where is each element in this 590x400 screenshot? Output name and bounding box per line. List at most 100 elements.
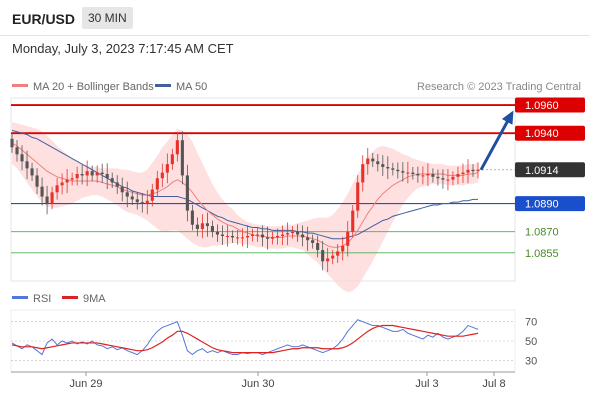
candle-body xyxy=(436,176,440,179)
candle-body xyxy=(431,174,435,177)
candle-body xyxy=(90,171,94,176)
candle xyxy=(316,235,320,258)
candle xyxy=(391,162,395,176)
candle-body xyxy=(15,147,19,155)
current-price-label: 1.0914 xyxy=(525,165,559,177)
candle-body xyxy=(70,178,74,180)
candle xyxy=(10,133,14,153)
candle-body xyxy=(115,182,119,187)
candle xyxy=(205,212,209,237)
level-badge-1.0890 xyxy=(515,196,585,212)
candle-body xyxy=(291,231,295,234)
candle-body xyxy=(311,240,315,243)
rsi-ma-line xyxy=(11,324,479,354)
candle xyxy=(135,192,139,210)
candle-body xyxy=(341,245,345,252)
ma20-legend-swatch xyxy=(12,84,28,87)
candle-body xyxy=(155,178,159,190)
candle-body xyxy=(170,154,174,165)
timeframe-button[interactable]: 30 MIN xyxy=(82,7,133,29)
candle xyxy=(55,177,59,200)
candle-body xyxy=(245,235,250,238)
candle-body xyxy=(125,192,129,197)
candle xyxy=(230,230,235,243)
chart-header: EUR/USD 30 MIN xyxy=(0,0,590,38)
candle-body xyxy=(351,210,355,232)
candle xyxy=(296,224,300,242)
level-label-1.0940: 1.0940 xyxy=(525,128,559,140)
candle xyxy=(50,186,54,210)
candle-body xyxy=(35,175,39,187)
candle-body xyxy=(65,179,69,183)
candle-body xyxy=(135,199,139,203)
candle-body xyxy=(205,223,209,227)
rsi-tick-50: 50 xyxy=(525,336,537,348)
candle xyxy=(331,250,335,265)
candle xyxy=(180,131,184,185)
chart-datetime: Monday, July 3, 2023 7:17:45 AM CET xyxy=(12,41,234,56)
candle-body xyxy=(55,185,59,193)
candle xyxy=(45,185,49,215)
candle xyxy=(376,154,380,172)
candle-body xyxy=(296,231,300,235)
candle-body xyxy=(180,140,184,176)
candle xyxy=(441,169,445,189)
candle xyxy=(291,226,295,239)
level-badge-1.0960 xyxy=(515,97,585,113)
candle-body xyxy=(476,169,480,172)
candle xyxy=(255,227,260,242)
candle xyxy=(401,162,405,182)
candle xyxy=(120,177,124,202)
candle-body xyxy=(165,164,169,173)
candle xyxy=(70,172,74,186)
candle xyxy=(195,217,199,237)
candle-body xyxy=(461,172,465,175)
candle xyxy=(15,139,19,162)
candle-body xyxy=(30,168,34,176)
candle xyxy=(245,225,250,249)
candle-body xyxy=(95,172,99,176)
candle xyxy=(35,168,39,195)
candle xyxy=(466,159,470,184)
candle xyxy=(265,226,270,250)
candle-body xyxy=(185,175,189,211)
candle-body xyxy=(371,158,375,162)
candle-body xyxy=(195,224,199,229)
candle xyxy=(260,225,265,247)
candle-body xyxy=(130,196,134,200)
rsi-legend-label: RSI xyxy=(33,293,51,305)
candle-body xyxy=(200,223,204,229)
candle xyxy=(100,163,104,184)
candle xyxy=(225,225,230,247)
candle-body xyxy=(190,210,194,225)
candle xyxy=(476,162,480,179)
candle xyxy=(366,147,370,175)
forecast-arrow-head xyxy=(501,110,514,125)
candle-body xyxy=(391,168,395,170)
candle xyxy=(40,177,44,206)
candle xyxy=(160,163,164,188)
candle xyxy=(65,168,69,194)
candle xyxy=(371,152,375,167)
header-divider xyxy=(0,35,590,36)
candle-body xyxy=(331,255,335,259)
candle xyxy=(240,228,245,247)
candle xyxy=(125,181,129,208)
candle xyxy=(90,165,94,182)
ma50-legend-swatch xyxy=(155,84,171,87)
candle-body xyxy=(386,166,390,169)
candle-body xyxy=(235,237,240,239)
bollinger-bands xyxy=(12,121,478,293)
candle-body xyxy=(160,172,164,179)
candle-body xyxy=(336,251,340,256)
candle xyxy=(95,165,99,183)
candle xyxy=(170,148,174,170)
level-badge-1.0940 xyxy=(515,125,585,141)
candle xyxy=(250,228,255,242)
candle-body xyxy=(50,192,54,204)
candle-body xyxy=(376,161,380,165)
candle-body xyxy=(260,234,265,238)
candle-body xyxy=(346,231,350,246)
rsi-tick-70: 70 xyxy=(525,317,537,329)
candle-body xyxy=(110,178,114,183)
